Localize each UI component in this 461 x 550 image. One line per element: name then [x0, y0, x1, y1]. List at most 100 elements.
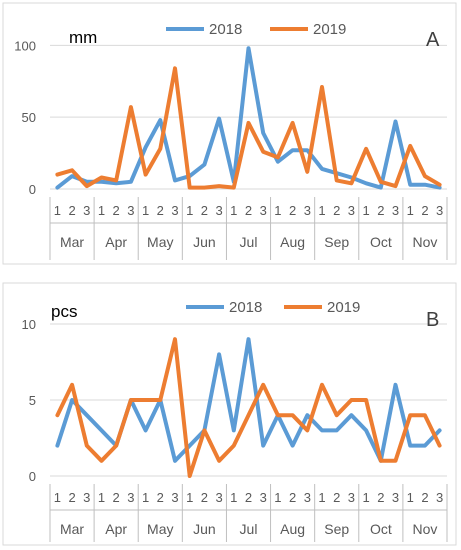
x-subtick-label: 1 — [363, 490, 370, 505]
x-month-label: Oct — [370, 234, 392, 250]
x-subtick-label: 3 — [348, 203, 355, 218]
x-subtick-label: 3 — [171, 203, 178, 218]
x-subtick-label: 3 — [436, 203, 443, 218]
x-subtick-label: 1 — [318, 490, 325, 505]
legend-label-2019: 2019 — [327, 299, 360, 316]
x-subtick-label: 1 — [230, 490, 237, 505]
panel-a-unit-label: mm — [69, 28, 97, 47]
x-month-label: Jul — [240, 521, 258, 537]
x-subtick-label: 2 — [289, 203, 296, 218]
x-subtick-label: 2 — [377, 203, 384, 218]
legend-label-2019: 2019 — [313, 21, 346, 38]
x-month-label: May — [147, 521, 173, 537]
x-subtick-label: 1 — [142, 490, 149, 505]
x-month-label: May — [147, 234, 173, 250]
x-subtick-label: 3 — [392, 203, 399, 218]
series-line-2019 — [55, 337, 442, 478]
x-subtick-label: 2 — [333, 490, 340, 505]
x-subtick-label: 2 — [68, 203, 75, 218]
x-subtick-label: 2 — [421, 490, 428, 505]
y-tick-label: 10 — [22, 317, 36, 332]
x-month-label: Nov — [412, 234, 437, 250]
x-month-label: Oct — [370, 521, 392, 537]
legend-label-2018: 2018 — [209, 21, 242, 38]
x-subtick-label: 2 — [68, 490, 75, 505]
y-tick-label: 0 — [29, 182, 36, 197]
x-subtick-label: 2 — [289, 490, 296, 505]
x-month-label: Apr — [105, 234, 127, 250]
x-subtick-label: 3 — [304, 490, 311, 505]
x-subtick-label: 3 — [171, 490, 178, 505]
x-month-label: Aug — [280, 521, 305, 537]
x-subtick-label: 1 — [98, 490, 105, 505]
x-subtick-label: 3 — [260, 490, 267, 505]
x-month-label: Apr — [105, 521, 127, 537]
panel-b-legend: 2018 2019 — [186, 299, 360, 316]
panel-a-label: A — [426, 29, 440, 51]
x-subtick-label: 1 — [274, 490, 281, 505]
x-subtick-label: 3 — [260, 203, 267, 218]
panel-b-gridlines — [49, 323, 448, 542]
x-subtick-label: 1 — [142, 203, 149, 218]
x-subtick-label: 1 — [274, 203, 281, 218]
x-subtick-label: 2 — [157, 490, 164, 505]
x-subtick-label: 1 — [186, 203, 193, 218]
x-month-label: Nov — [412, 521, 437, 537]
x-subtick-label: 2 — [245, 490, 252, 505]
x-month-label: Aug — [280, 234, 305, 250]
panel-a-legend: 2018 2019 — [166, 21, 346, 38]
x-subtick-label: 1 — [230, 203, 237, 218]
x-subtick-label: 2 — [201, 490, 208, 505]
y-tick-label: 50 — [22, 110, 36, 125]
x-subtick-label: 3 — [392, 490, 399, 505]
x-subtick-label: 2 — [201, 203, 208, 218]
x-month-label: Sep — [324, 234, 349, 250]
panel-b-label: B — [426, 309, 439, 331]
x-subtick-label: 2 — [113, 203, 120, 218]
panel-a-frame — [2, 2, 457, 265]
x-month-label: Jun — [193, 234, 216, 250]
x-subtick-label: 1 — [407, 490, 414, 505]
x-subtick-label: 1 — [54, 203, 61, 218]
x-month-label: Jun — [193, 521, 216, 537]
panel-b-unit-label: pcs — [51, 302, 77, 321]
x-subtick-label: 3 — [83, 203, 90, 218]
x-month-label: Sep — [324, 521, 349, 537]
x-subtick-label: 3 — [215, 203, 222, 218]
x-subtick-label: 2 — [157, 203, 164, 218]
x-subtick-label: 2 — [113, 490, 120, 505]
legend-label-2018: 2018 — [229, 299, 262, 316]
x-subtick-label: 3 — [127, 203, 134, 218]
x-subtick-label: 2 — [333, 203, 340, 218]
x-subtick-label: 1 — [186, 490, 193, 505]
x-month-label: Mar — [60, 521, 84, 537]
y-tick-label: 0 — [29, 469, 36, 484]
x-subtick-label: 1 — [54, 490, 61, 505]
x-subtick-label: 3 — [348, 490, 355, 505]
x-subtick-label: 3 — [304, 203, 311, 218]
x-subtick-label: 2 — [421, 203, 428, 218]
series-line-2019 — [55, 66, 442, 190]
x-subtick-label: 2 — [377, 490, 384, 505]
y-tick-label: 100 — [14, 38, 36, 53]
panel-a-series — [55, 46, 442, 190]
x-subtick-label: 3 — [215, 490, 222, 505]
x-subtick-label: 3 — [127, 490, 134, 505]
panel-b-series — [55, 337, 442, 478]
x-subtick-label: 2 — [245, 203, 252, 218]
x-month-label: Mar — [60, 234, 84, 250]
x-subtick-label: 3 — [83, 490, 90, 505]
x-subtick-label: 1 — [318, 203, 325, 218]
x-subtick-label: 1 — [98, 203, 105, 218]
x-month-label: Jul — [240, 234, 258, 250]
x-subtick-label: 1 — [363, 203, 370, 218]
x-subtick-label: 1 — [407, 203, 414, 218]
x-subtick-label: 3 — [436, 490, 443, 505]
series-line-2018 — [55, 46, 442, 190]
y-tick-label: 5 — [29, 393, 36, 408]
